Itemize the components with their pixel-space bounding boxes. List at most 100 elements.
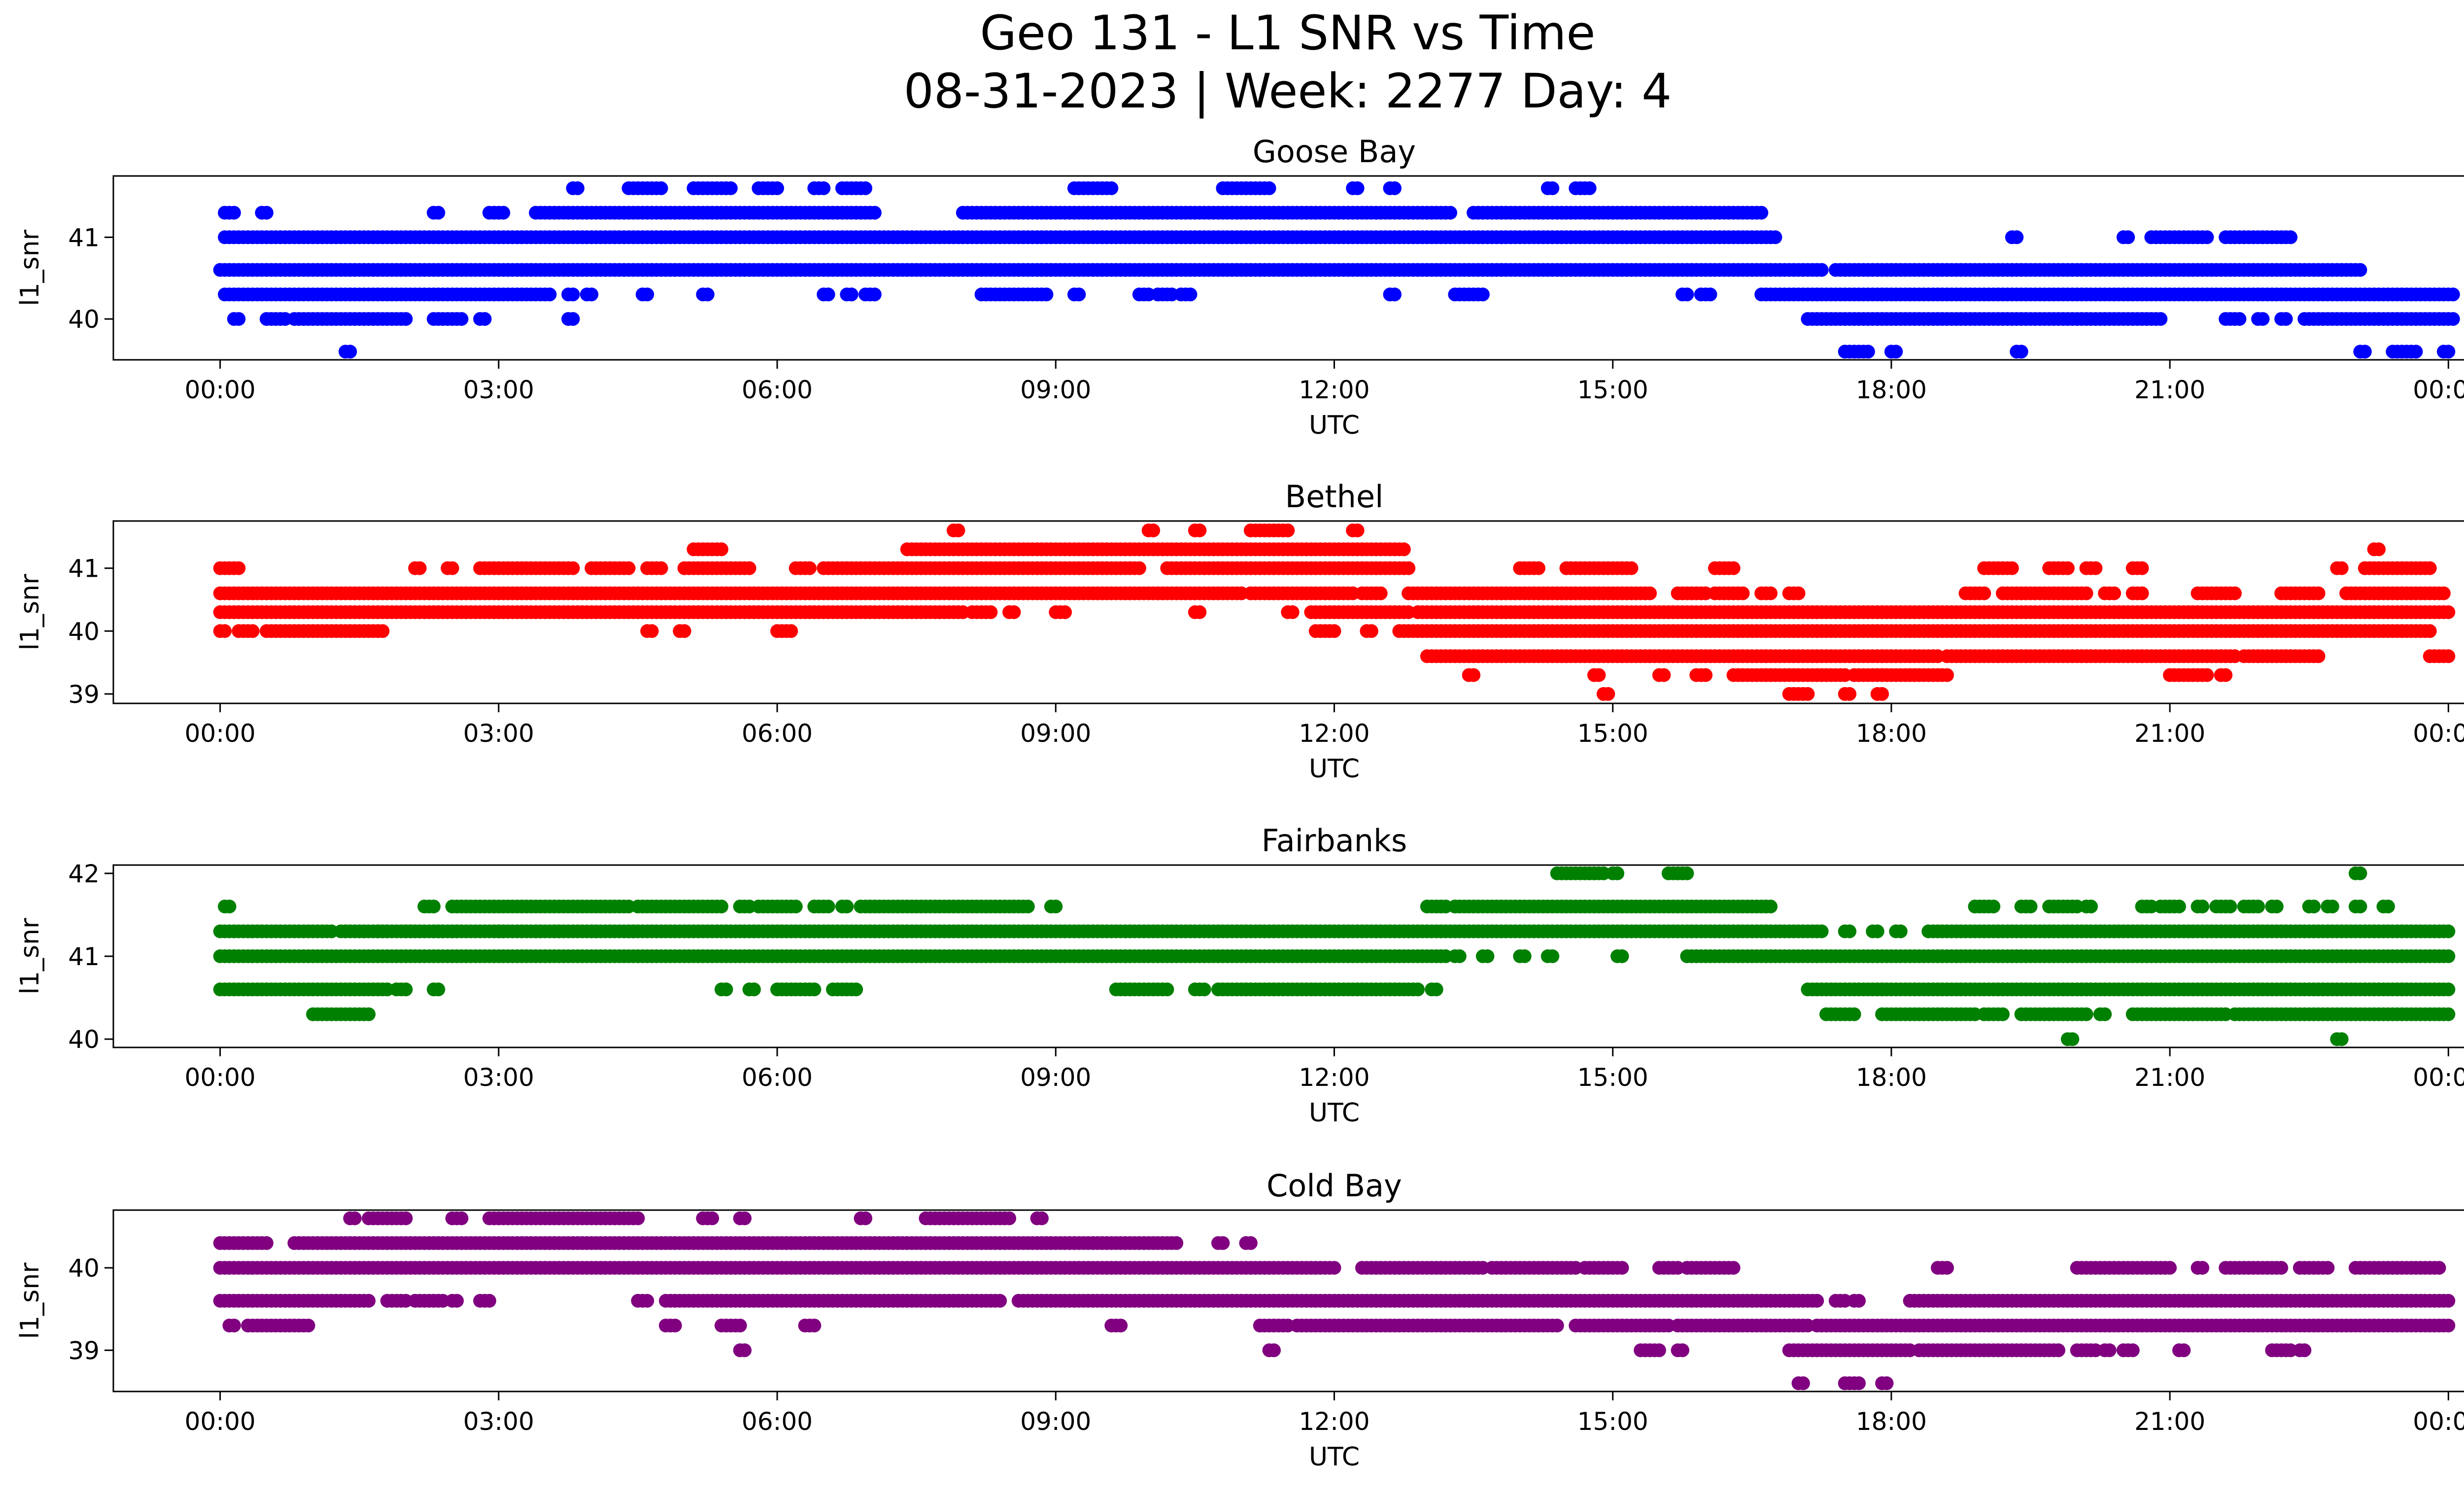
x-tick-label: 12:00 xyxy=(1299,719,1369,748)
data-point xyxy=(232,561,246,575)
data-point xyxy=(496,206,511,220)
data-point xyxy=(715,542,728,556)
data-point xyxy=(445,561,459,575)
data-point xyxy=(566,561,580,575)
data-point xyxy=(2441,649,2456,663)
data-point xyxy=(1643,586,1657,600)
x-tick-label: 15:00 xyxy=(1577,719,1648,748)
data-point xyxy=(2014,345,2028,359)
data-point xyxy=(584,287,599,302)
data-point xyxy=(844,287,858,302)
data-point xyxy=(2088,561,2103,575)
data-points xyxy=(213,181,2460,359)
data-point xyxy=(1072,287,1086,302)
data-point xyxy=(2079,586,2093,600)
data-point xyxy=(2195,900,2210,914)
data-point xyxy=(803,561,817,575)
data-point xyxy=(654,561,668,575)
data-point xyxy=(858,181,873,195)
data-point xyxy=(2353,263,2367,277)
data-point xyxy=(1160,982,1174,997)
y-axis-label: l1_snr xyxy=(15,574,45,651)
data-point xyxy=(2023,900,2038,914)
data-point xyxy=(1517,949,1532,963)
x-tick-label: 00:00 xyxy=(2413,376,2464,404)
data-point xyxy=(1350,523,1365,538)
data-point xyxy=(1104,181,1119,195)
data-point xyxy=(1680,287,1694,302)
data-point xyxy=(867,206,882,220)
data-point xyxy=(222,900,237,914)
data-point xyxy=(2065,1032,2080,1046)
data-point xyxy=(1532,561,1545,575)
data-point xyxy=(1262,181,1276,195)
data-point xyxy=(2060,561,2075,575)
x-tick-label: 18:00 xyxy=(1856,376,1927,404)
data-point xyxy=(2010,230,2024,244)
data-point xyxy=(1193,605,1207,619)
x-tick-label: 21:00 xyxy=(2134,719,2205,748)
data-point xyxy=(1007,605,1021,619)
data-point xyxy=(1443,206,1457,220)
data-point xyxy=(2446,312,2460,326)
data-point xyxy=(1875,687,1889,701)
data-point xyxy=(1996,1007,2010,1021)
y-tick-label: 41 xyxy=(68,223,100,252)
y-tick-label: 39 xyxy=(68,680,100,709)
x-tick-label: 15:00 xyxy=(1577,376,1648,404)
data-point xyxy=(1889,345,1903,359)
figure-title-line2: 08-31-2023 | Week: 2277 Day: 4 xyxy=(904,64,1672,119)
data-point xyxy=(2307,900,2321,914)
data-point xyxy=(2219,668,2233,682)
data-point xyxy=(2441,605,2456,619)
x-tick-label: 09:00 xyxy=(1020,1063,1091,1092)
data-point xyxy=(1183,287,1198,302)
data-point xyxy=(376,624,390,638)
data-point xyxy=(1736,586,1750,600)
data-point xyxy=(1610,866,1625,880)
data-point xyxy=(1861,345,1875,359)
data-points xyxy=(213,523,2456,701)
x-tick-label: 18:00 xyxy=(1856,719,1927,748)
data-point xyxy=(1327,624,1341,638)
data-point xyxy=(1814,263,1829,277)
data-point xyxy=(1545,949,1560,963)
y-tick-label: 40 xyxy=(68,617,100,646)
subplot-title: Goose Bay xyxy=(1253,134,1416,170)
data-point xyxy=(1039,287,1054,302)
data-point xyxy=(412,561,427,575)
data-point xyxy=(454,312,469,326)
data-point xyxy=(645,624,659,638)
data-point xyxy=(543,287,557,302)
data-point xyxy=(1754,206,1769,220)
data-point xyxy=(343,345,357,359)
x-tick-label: 06:00 xyxy=(742,1063,813,1092)
data-point xyxy=(427,900,441,914)
data-point xyxy=(640,287,654,302)
data-point xyxy=(1049,900,1063,914)
data-point xyxy=(232,312,246,326)
data-point xyxy=(2098,1007,2112,1021)
data-point xyxy=(784,624,798,638)
data-point xyxy=(1847,1007,1861,1021)
data-point xyxy=(840,900,854,914)
data-point xyxy=(2381,900,2395,914)
data-point xyxy=(1021,900,1035,914)
data-point xyxy=(719,982,733,997)
data-point xyxy=(1146,523,1161,538)
data-point xyxy=(2441,1007,2456,1021)
data-point xyxy=(1657,668,1671,682)
data-point xyxy=(1699,668,1713,682)
data-point xyxy=(723,181,738,195)
data-point xyxy=(2154,312,2168,326)
data-point xyxy=(399,312,413,326)
subplot-title: Fairbanks xyxy=(1262,823,1407,859)
data-point xyxy=(2279,312,2293,326)
data-point xyxy=(2135,561,2149,575)
data-point xyxy=(770,181,785,195)
data-point xyxy=(2269,900,2284,914)
data-point xyxy=(1364,624,1378,638)
data-point xyxy=(1768,230,1782,244)
